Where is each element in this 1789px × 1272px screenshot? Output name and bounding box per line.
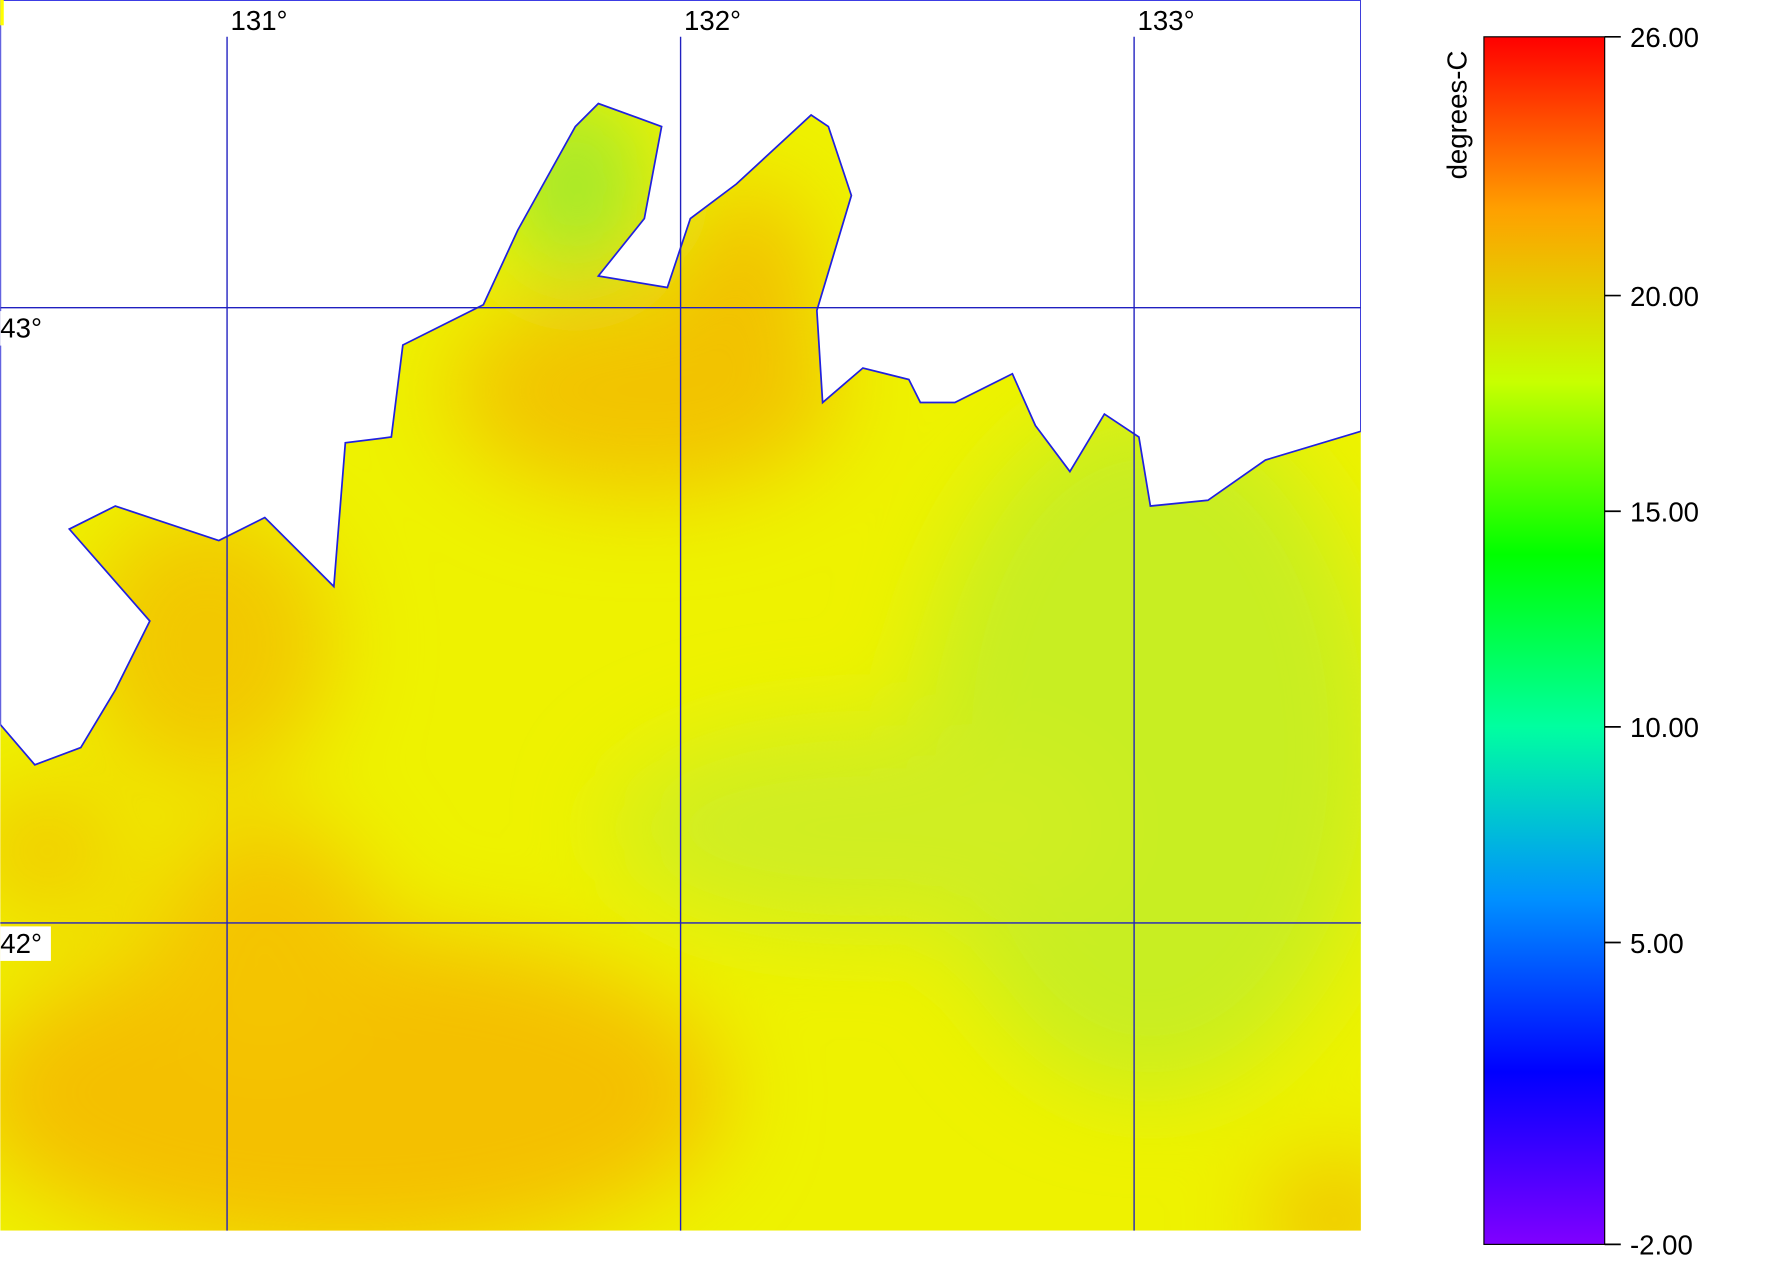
lon-label: 131° (231, 5, 288, 36)
colorbar-tick-label: 5.00 (1630, 928, 1684, 959)
land (0, 0, 1361, 766)
colorbar-tick-label: 10.00 (1630, 712, 1699, 743)
colorbar-tick-label: 26.00 (1630, 22, 1699, 53)
colorbar-ramp (1483, 36, 1606, 1245)
lat-label-bg (0, 311, 51, 346)
lat-label-bg (0, 926, 51, 961)
colorbar: degrees-C 26.00 20.00 15.00 10.00 5.00 -2.00 (1442, 22, 1699, 1261)
lat-label: 43° (0, 313, 42, 344)
graticule: 131° 132° 133° 43° 42° (0, 5, 1361, 1231)
lon-label: 132° (684, 5, 741, 36)
colorbar-title: degrees-C (1442, 51, 1473, 180)
colorbar-tick-label: -2.00 (1630, 1230, 1693, 1261)
sea-field (0, 0, 1361, 1231)
colorbar-tick-label: 15.00 (1630, 497, 1699, 528)
corner-mark (0, 0, 4, 26)
colorbar-tick-label: 20.00 (1630, 281, 1699, 312)
lon-label: 133° (1138, 5, 1195, 36)
lat-label: 42° (0, 928, 42, 959)
